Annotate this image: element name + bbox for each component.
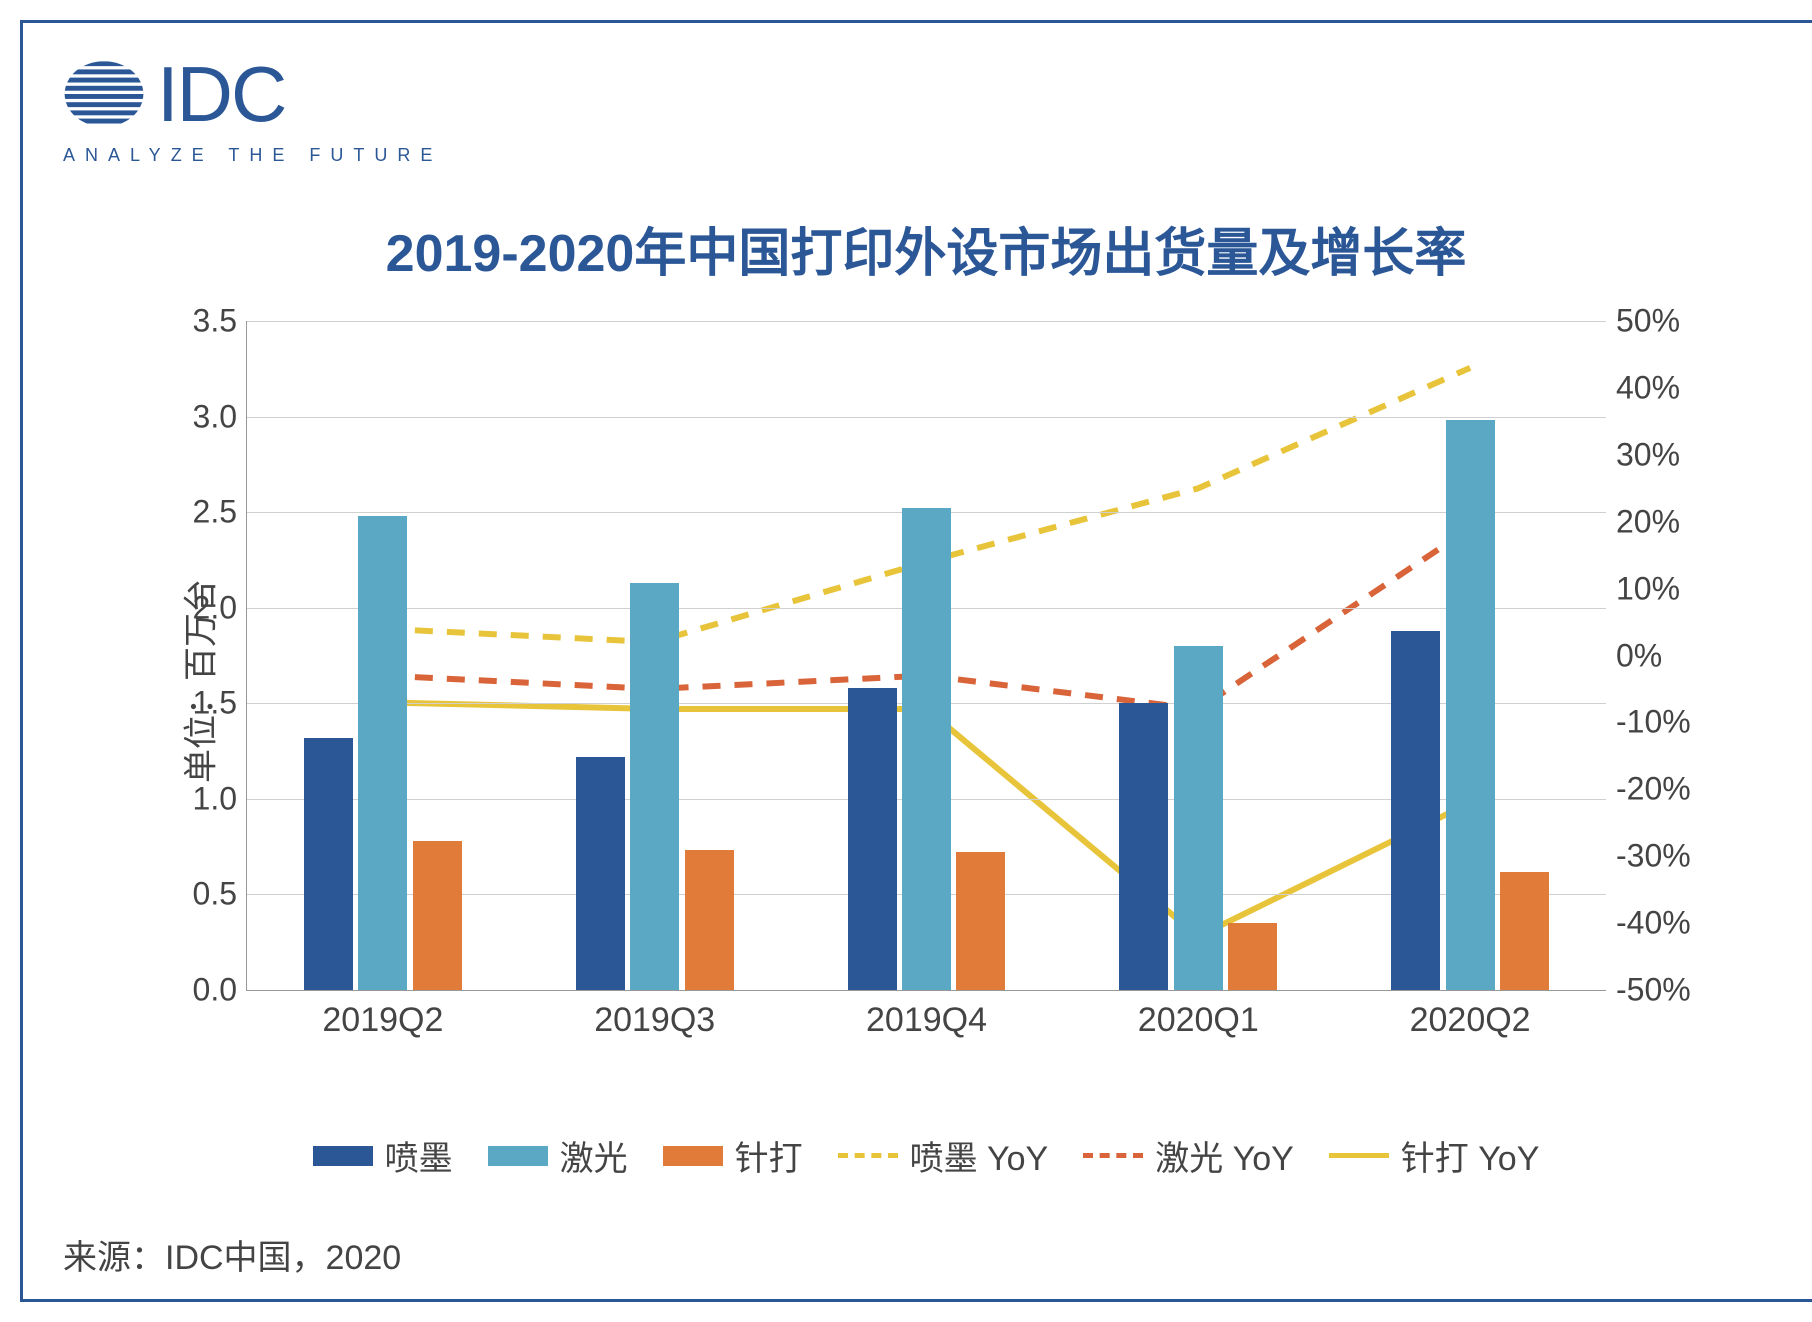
y-tick-right: 40% bbox=[1616, 369, 1716, 406]
gridline bbox=[247, 321, 1606, 322]
y-tick-right: -10% bbox=[1616, 704, 1716, 741]
logo-brand: IDC bbox=[157, 63, 285, 125]
x-tick: 2020Q2 bbox=[1410, 1001, 1531, 1040]
bar-喷墨 bbox=[576, 757, 625, 990]
legend-swatch bbox=[663, 1146, 723, 1166]
bar-喷墨 bbox=[1391, 631, 1440, 990]
y-tick-right: -30% bbox=[1616, 838, 1716, 875]
legend-item: 激光 bbox=[488, 1131, 628, 1180]
bar-激光 bbox=[1174, 646, 1223, 990]
bar-针打 bbox=[1500, 872, 1549, 991]
bar-针打 bbox=[685, 850, 734, 990]
bar-针打 bbox=[956, 852, 1005, 990]
legend: 喷墨 激光 针打 喷墨 YoY 激光 YoY 针打 YoY bbox=[63, 1131, 1789, 1180]
y-tick-left: 3.5 bbox=[177, 303, 237, 340]
legend-swatch bbox=[838, 1153, 898, 1158]
legend-swatch bbox=[313, 1146, 373, 1166]
legend-swatch bbox=[1083, 1153, 1143, 1158]
bar-喷墨 bbox=[1119, 703, 1168, 990]
bar-激光 bbox=[630, 583, 679, 990]
legend-label: 针打 YoY bbox=[1401, 1131, 1540, 1180]
y-tick-right: -40% bbox=[1616, 905, 1716, 942]
bar-喷墨 bbox=[848, 688, 897, 990]
x-tick: 2019Q3 bbox=[594, 1001, 715, 1040]
logo-tagline: ANALYZE THE FUTURE bbox=[63, 145, 1789, 166]
y-tick-left: 0.0 bbox=[177, 972, 237, 1009]
y-tick-left: 3.0 bbox=[177, 398, 237, 435]
legend-label: 喷墨 YoY bbox=[910, 1131, 1049, 1180]
x-tick: 2020Q1 bbox=[1138, 1001, 1259, 1040]
y-tick-right: 10% bbox=[1616, 570, 1716, 607]
legend-swatch bbox=[1329, 1153, 1389, 1158]
x-tick: 2019Q2 bbox=[322, 1001, 443, 1040]
bar-针打 bbox=[1228, 923, 1277, 990]
legend-swatch bbox=[488, 1146, 548, 1166]
plot-area: 0.00.51.01.52.02.53.03.5-50%-40%-30%-20%… bbox=[246, 321, 1606, 991]
source-text: 来源：IDC中国，2020 bbox=[63, 1230, 1789, 1279]
bar-喷墨 bbox=[304, 738, 353, 990]
y-tick-right: 50% bbox=[1616, 303, 1716, 340]
legend-item: 喷墨 YoY bbox=[838, 1131, 1049, 1180]
bar-激光 bbox=[358, 516, 407, 990]
legend-label: 激光 YoY bbox=[1155, 1131, 1294, 1180]
y-tick-right: 30% bbox=[1616, 436, 1716, 473]
legend-item: 针打 YoY bbox=[1329, 1131, 1540, 1180]
bar-激光 bbox=[902, 508, 951, 990]
plot-wrapper: 单位：百万台 0.00.51.01.52.02.53.03.5-50%-40%-… bbox=[126, 321, 1726, 1041]
x-tick: 2019Q4 bbox=[866, 1001, 987, 1040]
y-tick-left: 1.5 bbox=[177, 685, 237, 722]
y-tick-right: -50% bbox=[1616, 972, 1716, 1009]
y-tick-left: 0.5 bbox=[177, 876, 237, 913]
y-tick-left: 2.5 bbox=[177, 494, 237, 531]
legend-item: 喷墨 bbox=[313, 1131, 453, 1180]
legend-label: 针打 bbox=[735, 1131, 803, 1180]
legend-item: 激光 YoY bbox=[1083, 1131, 1294, 1180]
logo-area: IDC bbox=[63, 53, 1789, 135]
bar-针打 bbox=[413, 841, 462, 990]
y-tick-left: 2.0 bbox=[177, 589, 237, 626]
bar-激光 bbox=[1446, 420, 1495, 990]
gridline bbox=[247, 417, 1606, 418]
y-tick-left: 1.0 bbox=[177, 780, 237, 817]
logo-text: IDC bbox=[157, 63, 285, 125]
idc-globe-icon bbox=[63, 53, 145, 135]
y-tick-right: 0% bbox=[1616, 637, 1716, 674]
legend-item: 针打 bbox=[663, 1131, 803, 1180]
legend-label: 激光 bbox=[560, 1131, 628, 1180]
chart-title: 2019-2020年中国打印外设市场出货量及增长率 bbox=[63, 211, 1789, 286]
y-tick-right: 20% bbox=[1616, 503, 1716, 540]
y-tick-right: -20% bbox=[1616, 771, 1716, 808]
legend-label: 喷墨 bbox=[385, 1131, 453, 1180]
chart-container: IDC ANALYZE THE FUTURE 2019-2020年中国打印外设市… bbox=[20, 20, 1812, 1302]
